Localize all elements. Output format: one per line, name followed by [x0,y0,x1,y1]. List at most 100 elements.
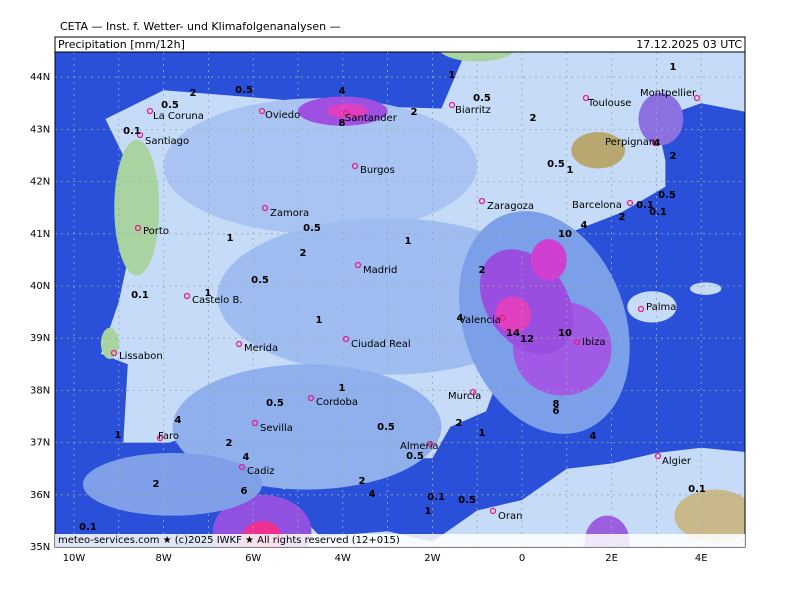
city-marker [136,131,144,139]
city-marker [351,162,359,170]
city-label: Palma [646,302,676,313]
city-marker [573,338,581,346]
footer-strip [55,534,745,547]
lat-label: 38N [30,385,50,396]
terrain [100,327,119,360]
contour-label: 2 [359,476,366,487]
contour-label: 10 [558,229,572,240]
precip-area [638,92,684,146]
city-label: Sevilla [260,423,293,434]
precip-area [163,98,478,234]
city-label: Murcia [448,391,481,402]
panel-title: Precipitation [mm/12h] [58,38,185,51]
contour-label: 4 [175,415,182,426]
contour-label: 2 [300,248,307,259]
contour-label: 4 [243,452,250,463]
city-marker [354,261,362,269]
contour-label: 1 [425,506,432,517]
contour-label: 14 [506,328,520,339]
city-marker [426,440,434,448]
city-marker [110,349,118,357]
lat-label: 39N [30,333,50,344]
contour-label: 0.5 [251,275,269,286]
precip-area [172,364,442,490]
contour-label: 0.1 [688,484,706,495]
city-marker [235,340,243,348]
contour-label: 12 [520,334,534,345]
lon-label: 8W [155,553,171,564]
city-label: Almeria [400,441,439,452]
contour-label: 2 [456,418,463,429]
city-label: Porto [143,226,169,237]
contour-label: 0.5 [406,451,424,462]
city-label: Cadiz [247,466,275,477]
contour-label: 1 [316,315,323,326]
contour-label: 0.5 [458,495,476,506]
contour-label: 8 [553,399,560,410]
city-label: Santiago [145,136,189,147]
grid [55,52,745,547]
map-area: La Coruna Santiago Oviedo Santander Biarritz… [55,52,745,547]
city-marker [342,109,350,117]
city-label: Faro [158,431,179,442]
contour-label: 0.5 [303,223,321,234]
city-marker [582,94,590,102]
contour-label: 4 [654,138,661,149]
contour-label: 0.1 [427,492,445,503]
city-label: Ciudad Real [351,339,411,350]
city-marker [626,199,634,207]
city-marker [146,107,154,115]
contour-label: 0.5 [161,100,179,111]
city-label: Toulouse [587,98,631,109]
contour-label: 1 [479,428,486,439]
city-label: Burgos [360,165,395,176]
contour-label: 2 [411,107,418,118]
contour-label: 2 [619,212,626,223]
city-marker [183,292,191,300]
city-label: Barcelona [572,200,622,211]
contour-label: 4 [369,489,376,500]
city-label: Santander [345,113,398,124]
contour-label: 0.1 [649,207,667,218]
lat-label: 36N [30,490,50,501]
city-label: Zaragoza [487,201,534,212]
city-label: Oviedo [265,110,300,121]
lat-label: 35N [30,542,50,553]
contour-label: 0.5 [235,85,253,96]
city-marker [156,434,164,442]
contour-label: 2 [670,151,677,162]
contour-label: 0.5 [658,190,676,201]
city-marker [258,107,266,115]
city-marker [478,197,486,205]
city-label: Montpellier [640,88,697,99]
city-marker [693,94,701,102]
precip-area [530,239,567,281]
contour-label: 0.5 [266,398,284,409]
city-marker [251,419,259,427]
city-label: Oran [498,511,522,522]
lat-label: 37N [30,438,50,449]
lon-label: 10W [63,553,86,564]
city-marker [489,507,497,515]
labels: La Coruna Santiago Oviedo Santander Biarritz… [79,62,706,533]
precip-area [82,453,263,516]
contour-label: 2 [226,438,233,449]
city-label: Merida [244,343,278,354]
lat-label: 43N [30,124,50,135]
city-label: Biarritz [455,105,491,116]
lon-label: 4E [695,553,708,564]
lat-label: 42N [30,177,50,188]
contour-label: 1 [405,236,412,247]
island [627,291,677,323]
contour-label: 1 [205,288,212,299]
header: CETA — Inst. f. Wetter- und Klimafolgena… [60,20,341,33]
lon-label: 4W [335,553,351,564]
contour-label: 4 [581,220,588,231]
terrain [114,139,160,276]
city-marker [261,204,269,212]
city-marker [469,388,477,396]
city-marker [654,452,662,460]
contour-label: 0.1 [131,290,149,301]
contour-label: 4 [339,86,346,97]
